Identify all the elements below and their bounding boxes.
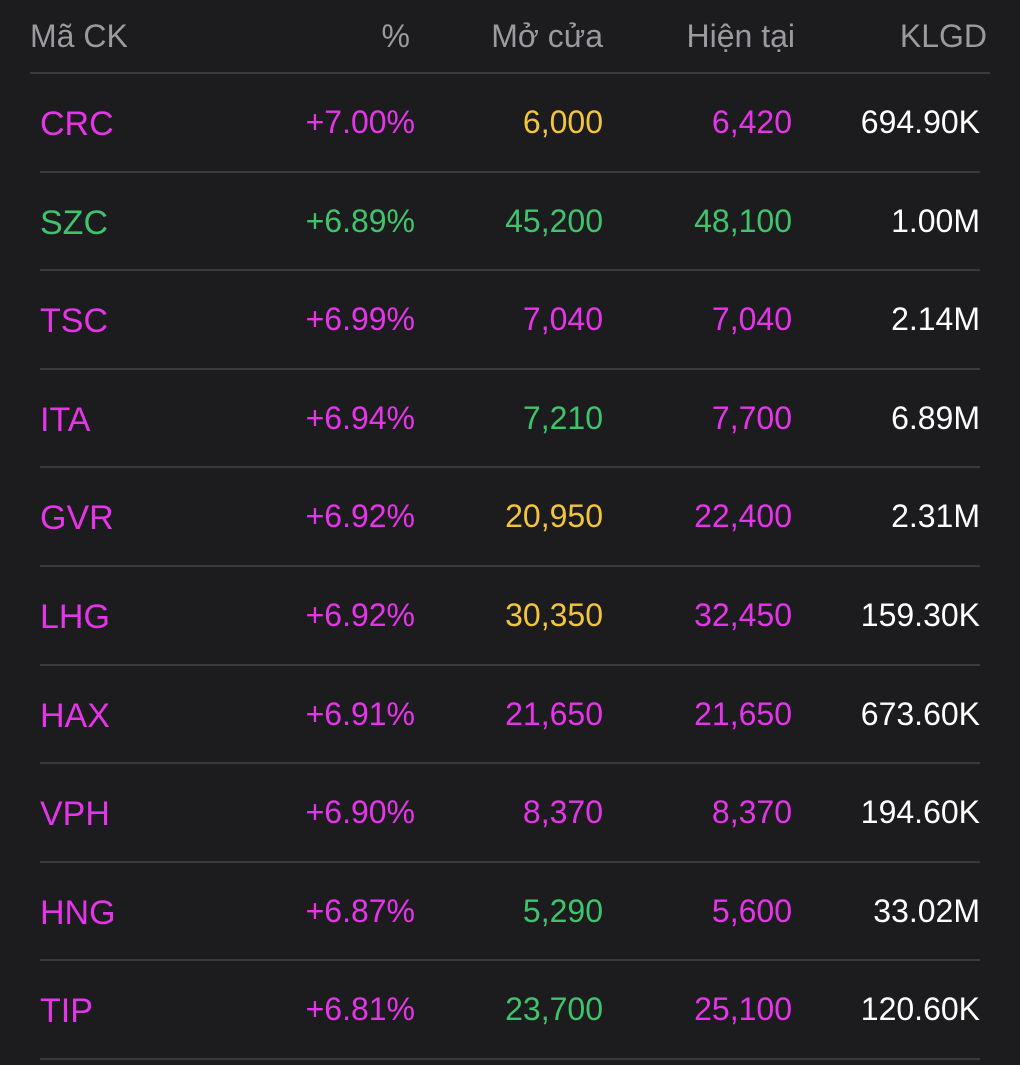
table-row[interactable]: VPH +6.90% 8,370 8,370 194.60K: [40, 764, 980, 863]
column-header-volume[interactable]: KLGD: [899, 18, 987, 54]
percent-change: +6.94%: [305, 399, 415, 436]
stock-symbol: HAX: [40, 696, 110, 735]
table-row[interactable]: HNG +6.87% 5,290 5,600 33.02M: [40, 863, 980, 962]
current-price: 8,370: [711, 794, 792, 831]
table-row[interactable]: TSC +6.99% 7,040 7,040 2.14M: [40, 271, 980, 370]
table-row[interactable]: TIP +6.81% 23,700 25,100 120.60K: [40, 961, 980, 1060]
percent-change: +6.87%: [305, 892, 415, 929]
open-price: 8,370: [522, 794, 603, 831]
percent-change: +6.92%: [305, 498, 415, 535]
stock-symbol: LHG: [40, 597, 110, 636]
stock-symbol: SZC: [40, 203, 108, 242]
current-price: 21,650: [694, 695, 792, 732]
current-price: 7,040: [711, 301, 792, 338]
percent-change: +6.92%: [305, 596, 415, 633]
trading-volume: 33.02M: [873, 892, 980, 929]
open-price: 7,210: [522, 399, 603, 436]
current-price: 7,700: [711, 399, 792, 436]
table-row[interactable]: CRC +7.00% 6,000 6,420 694.90K: [40, 74, 980, 173]
stock-symbol: CRC: [40, 105, 114, 143]
open-price: 7,040: [522, 301, 603, 338]
column-header-open[interactable]: Mở cửa: [491, 18, 603, 54]
current-price: 22,400: [694, 498, 792, 535]
table-row[interactable]: ITA +6.94% 7,210 7,700 6.89M: [40, 370, 980, 469]
stock-symbol: GVR: [40, 499, 114, 538]
open-price: 21,650: [505, 695, 603, 732]
trading-volume: 2.31M: [891, 498, 980, 535]
table-header: Mã CK % Mở cửa Hiện tại KLGD: [30, 0, 990, 74]
percent-change: +6.99%: [305, 301, 415, 338]
percent-change: +6.81%: [305, 991, 415, 1028]
table-row[interactable]: GVR +6.92% 20,950 22,400 2.31M: [40, 468, 980, 567]
column-header-symbol[interactable]: Mã CK: [30, 18, 128, 54]
open-price: 45,200: [505, 202, 603, 239]
trading-volume: 1.00M: [891, 202, 980, 239]
trading-volume: 6.89M: [891, 399, 980, 436]
open-price: 6,000: [522, 104, 603, 140]
current-price: 6,420: [711, 104, 792, 140]
open-price: 30,350: [505, 596, 603, 633]
column-header-percent[interactable]: %: [381, 18, 410, 54]
current-price: 32,450: [694, 596, 792, 633]
current-price: 48,100: [694, 202, 792, 239]
trading-volume: 194.60K: [860, 794, 980, 831]
trading-volume: 159.30K: [860, 596, 980, 633]
stock-symbol: TIP: [40, 992, 93, 1031]
open-price: 5,290: [522, 892, 603, 929]
stock-symbol: ITA: [40, 400, 91, 439]
table-row[interactable]: HAX +6.91% 21,650 21,650 673.60K: [40, 666, 980, 765]
open-price: 23,700: [505, 991, 603, 1028]
open-price: 20,950: [505, 498, 603, 535]
current-price: 25,100: [694, 991, 792, 1028]
percent-change: +6.91%: [305, 695, 415, 732]
trading-volume: 2.14M: [891, 301, 980, 338]
stock-symbol: VPH: [40, 795, 110, 834]
column-header-current[interactable]: Hiện tại: [686, 18, 796, 54]
percent-change: +6.90%: [305, 794, 415, 831]
table-row[interactable]: SZC +6.89% 45,200 48,100 1.00M: [40, 173, 980, 272]
percent-change: +7.00%: [305, 104, 415, 140]
percent-change: +6.89%: [305, 202, 415, 239]
stock-symbol: TSC: [40, 302, 108, 341]
trading-volume: 694.90K: [860, 104, 980, 140]
table-row[interactable]: LHG +6.92% 30,350 32,450 159.30K: [40, 567, 980, 666]
trading-volume: 120.60K: [860, 991, 980, 1028]
stock-list: CRC +7.00% 6,000 6,420 694.90K SZC +6.89% 45,20…: [40, 74, 980, 1060]
stock-symbol: HNG: [40, 893, 116, 932]
current-price: 5,600: [711, 892, 792, 929]
trading-volume: 673.60K: [860, 695, 980, 732]
